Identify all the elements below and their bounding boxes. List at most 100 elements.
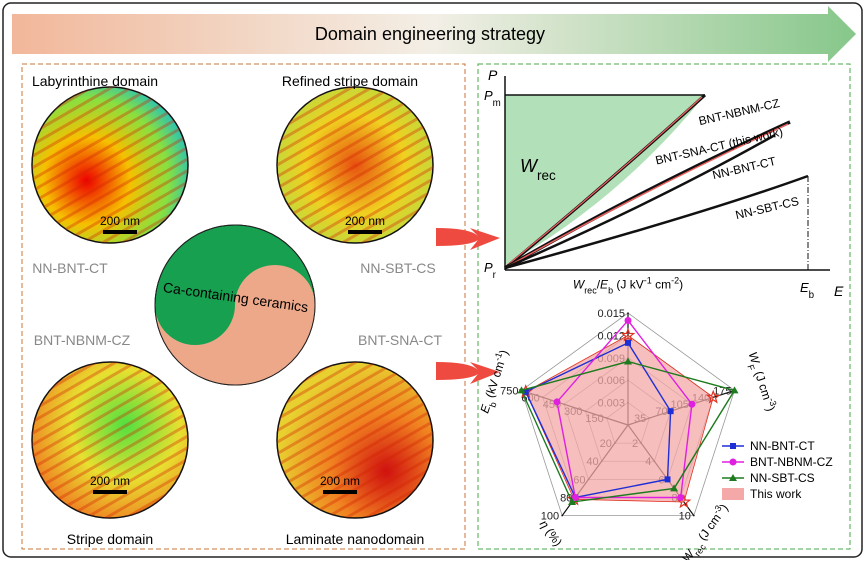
scale-bar-label: 200 nm [345,214,385,228]
scale-bar [323,490,357,494]
label-part: rec [584,285,597,295]
label-part: ) [717,501,731,512]
label-part: -1 [644,275,652,285]
scale-bar [348,230,382,234]
label-part: / [597,277,601,291]
pe-pm: Pm [484,88,501,109]
radar-tick-label: 10 [679,511,691,523]
scale-bar-label: 200 nm [90,474,130,488]
radar-marker [625,339,631,346]
material-label: BNT-SNA-CT [358,332,442,348]
pe-y-axis: P [488,67,498,83]
radar-tick-label: 100 [541,511,559,523]
micrograph-texture [277,362,433,518]
radar-marker [664,476,671,483]
radar-tick [561,514,563,517]
radar-area [525,334,714,503]
radar-line [524,341,672,499]
radar-axis-label: Eb (kV cm-1) [476,348,515,417]
label-part: rec [537,168,556,183]
pe-x-axis: E [834,283,844,299]
label-part: P [484,88,493,103]
label-part: r [493,270,497,281]
curve-label: BNT-NBNM-CZ [697,96,781,128]
yin-yang [154,224,316,386]
radar-marker [670,484,679,492]
radar-marker [729,474,737,481]
radar-tick-label: 750 [500,385,518,397]
radar-marker [705,389,721,404]
scale-bar-label: 200 nm [100,214,140,228]
micrograph-texture [32,362,188,518]
pe-plot [504,76,830,271]
scale-bar-label: 200 nm [320,474,360,488]
outer-frame [2,2,863,558]
scale-bar [93,490,127,494]
label-part: ) [763,405,778,413]
radar-tick-label: 0.015 [597,308,625,320]
radar-axis-label: Wrec (J cm-3) [678,500,734,560]
scale-bar [103,230,137,234]
label-part: -3 [767,397,779,408]
label-part: -1 [492,351,504,362]
radar-line [520,360,736,503]
radar-marker [688,400,696,408]
micrograph-texture [277,87,433,243]
micrograph-texture [32,87,188,243]
material-label: BNT-NBNM-CZ [34,332,131,348]
label-part: ) [497,348,512,356]
label-part: P [484,260,493,275]
label-part: b [488,401,499,409]
micrograph-title: Labyrinthine domain [32,73,158,89]
material-label: NN-SBT-CS [360,260,435,276]
radar-marker [677,493,685,501]
right-panel [477,63,851,550]
legend-label: NN-BNT-CT [750,439,815,453]
radar-marker [624,357,632,365]
radar-marker [730,443,736,449]
radar-marker [553,398,561,406]
legend-label: NN-SBT-CS [750,471,815,485]
radar-axis-label: η (%) [537,517,565,548]
label-part: cm [652,277,671,291]
radar-marker [522,388,529,395]
label-part: E [800,280,809,295]
label-part: ) [679,277,683,291]
micrograph-title: Laminate nanodomain [286,531,425,547]
radar-marker [571,493,579,501]
radar-tick [627,312,629,314]
label-part: b [608,285,613,295]
radar-line [556,319,693,499]
radar-marker [620,327,636,342]
label-part: W [573,277,586,291]
legend-label: This work [750,487,802,501]
label-part: (J kV [613,277,644,291]
label-part: -2 [671,275,679,285]
radar-marker [729,458,737,466]
pe-pr: Pr [484,260,497,281]
micrograph-title: Refined stripe domain [282,73,418,89]
label-part: b [809,290,815,301]
radar-tick-label: 0.012 [597,330,625,342]
label-part: F [745,363,756,372]
label-part: m [493,98,501,109]
curve-label: NN-BNT-CT [711,154,778,182]
banner-title: Domain engineering strategy [315,24,545,44]
legend-label: BNT-NBNM-CZ [750,455,833,469]
radar-marker [517,386,526,394]
micrographs: Labyrinthine domain 200 nm Refined stripe … [31,73,434,547]
label-part: (J cm [751,366,774,401]
radar-marker [730,386,739,394]
banner-arrow [12,6,856,62]
label-part: E [600,277,609,291]
radar-marker [667,408,674,415]
pe-wrec: Wrec [520,156,556,183]
label-part: (J cm [693,511,724,546]
radar-marker [624,316,632,324]
label-part: W [520,156,539,176]
radar-marker [568,498,577,506]
pe-eb: Eb [800,280,815,301]
radar-tick [693,514,695,517]
